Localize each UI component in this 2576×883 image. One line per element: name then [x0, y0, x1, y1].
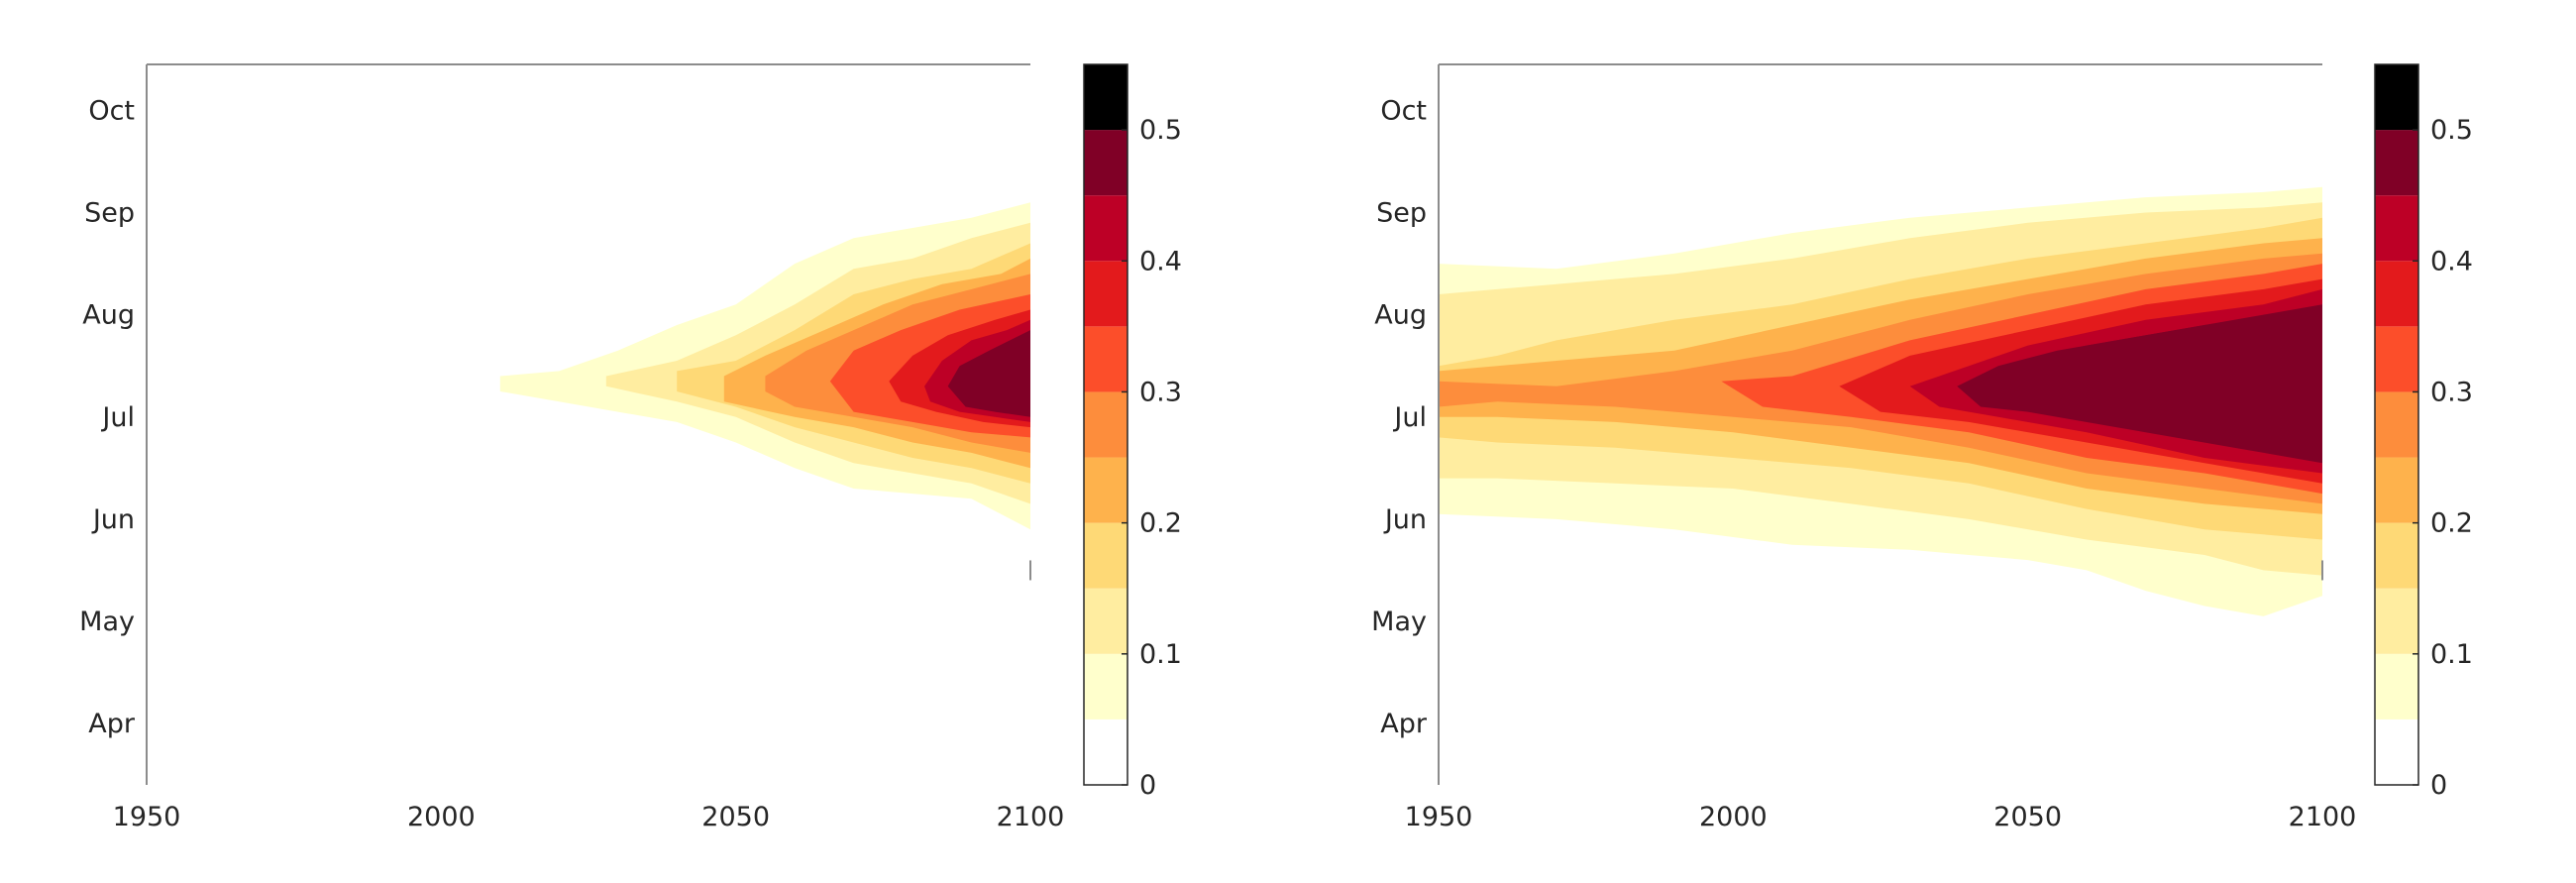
- x-tick-label: 2100: [997, 802, 1065, 832]
- heatmap-panel-left: Apr May Jun Jul Aug Sep Oct 1950 2000 2050 2100 0 0.…: [79, 63, 1182, 832]
- colorbar-swatch: [1084, 588, 1127, 654]
- axes: [146, 63, 1031, 785]
- colorbar-swatch: [2375, 653, 2418, 719]
- x-tick-label: 2000: [407, 802, 476, 832]
- colorbar-tick-label: 0.1: [1139, 639, 1182, 670]
- colorbar-swatch: [2375, 130, 2418, 196]
- x-tick-label: 2000: [1699, 802, 1768, 832]
- x-tick-label: 2100: [2289, 802, 2357, 832]
- colorbar-swatch: [1084, 522, 1127, 589]
- y-tick-label: Jul: [100, 402, 135, 433]
- y-tick-label: Apr: [88, 709, 136, 739]
- colorbar-swatch: [1084, 391, 1127, 458]
- colorbar-swatch: [1084, 718, 1127, 785]
- colorbar-swatch: [2375, 588, 2418, 654]
- colorbar-swatch: [1084, 64, 1127, 131]
- colorbar-tick-label: 0.4: [1139, 246, 1182, 276]
- colorbar-swatch: [2375, 718, 2418, 785]
- colorbar-tick-label: 0: [2430, 770, 2447, 801]
- colorbar-swatch: [2375, 326, 2418, 392]
- colorbar-tick-label: 0.5: [2430, 115, 2473, 146]
- y-tick-label: Jul: [1392, 402, 1427, 433]
- colorbar-swatch: [1084, 261, 1127, 327]
- colorbar-swatch: [1084, 195, 1127, 262]
- y-tick-label: Sep: [1376, 198, 1427, 229]
- colorbar-tick-label: 0.4: [2430, 246, 2473, 276]
- axes: [1438, 63, 2323, 785]
- colorbar-swatch: [2375, 195, 2418, 262]
- x-tick-label: 1950: [113, 802, 181, 832]
- contour-fills: [499, 202, 1030, 530]
- contour-level-0_5: [1969, 309, 2322, 456]
- y-tick-label: Jun: [1383, 504, 1427, 535]
- x-tick-label: 1950: [1405, 802, 1473, 832]
- x-tick-label: 2050: [1993, 802, 2062, 832]
- y-tick-label: Aug: [1374, 300, 1427, 331]
- colorbar-tick-label: 0.2: [1139, 508, 1182, 539]
- colorbar-frame: [1083, 63, 1128, 786]
- x-tick-label: 2050: [701, 802, 770, 832]
- colorbar-swatch: [2375, 64, 2418, 131]
- contour-fills: [1439, 186, 2322, 616]
- colorbar-swatch: [2375, 457, 2418, 523]
- colorbar: 0 0.1 0.2 0.3 0.4 0.5: [2374, 63, 2473, 801]
- colorbar-tick-label: 0.2: [2430, 508, 2473, 539]
- y-tick-label: Aug: [82, 300, 135, 331]
- y-tick-label: May: [1371, 607, 1427, 637]
- y-tick-label: Apr: [1380, 709, 1428, 739]
- colorbar-swatch: [2375, 391, 2418, 458]
- colorbar-swatch: [1084, 130, 1127, 196]
- colorbar-tick-label: 0: [1139, 770, 1156, 801]
- y-tick-label: Oct: [88, 95, 135, 126]
- y-tick-label: May: [79, 607, 135, 637]
- heatmap-panel-right: Apr May Jun Jul Aug Sep Oct 1950 2000 2050 2100 0 0.…: [1371, 63, 2473, 832]
- y-tick-label: Oct: [1380, 95, 1427, 126]
- contour-level-0_5: [959, 340, 1030, 407]
- colorbar-swatch: [1084, 457, 1127, 523]
- colorbar-frame: [2374, 63, 2419, 786]
- colorbar-swatch: [2375, 522, 2418, 589]
- y-tick-label: Jun: [91, 504, 135, 535]
- colorbar-swatch: [1084, 653, 1127, 719]
- colorbar-swatch: [2375, 261, 2418, 327]
- colorbar: 0 0.1 0.2 0.3 0.4 0.5: [1083, 63, 1182, 801]
- colorbar-tick-label: 0.1: [2430, 639, 2473, 670]
- colorbar-tick-label: 0.3: [1139, 377, 1182, 407]
- y-tick-label: Sep: [84, 198, 135, 229]
- colorbar-tick-label: 0.3: [2430, 377, 2473, 407]
- colorbar-tick-label: 0.5: [1139, 115, 1182, 146]
- colorbar-swatch: [1084, 326, 1127, 392]
